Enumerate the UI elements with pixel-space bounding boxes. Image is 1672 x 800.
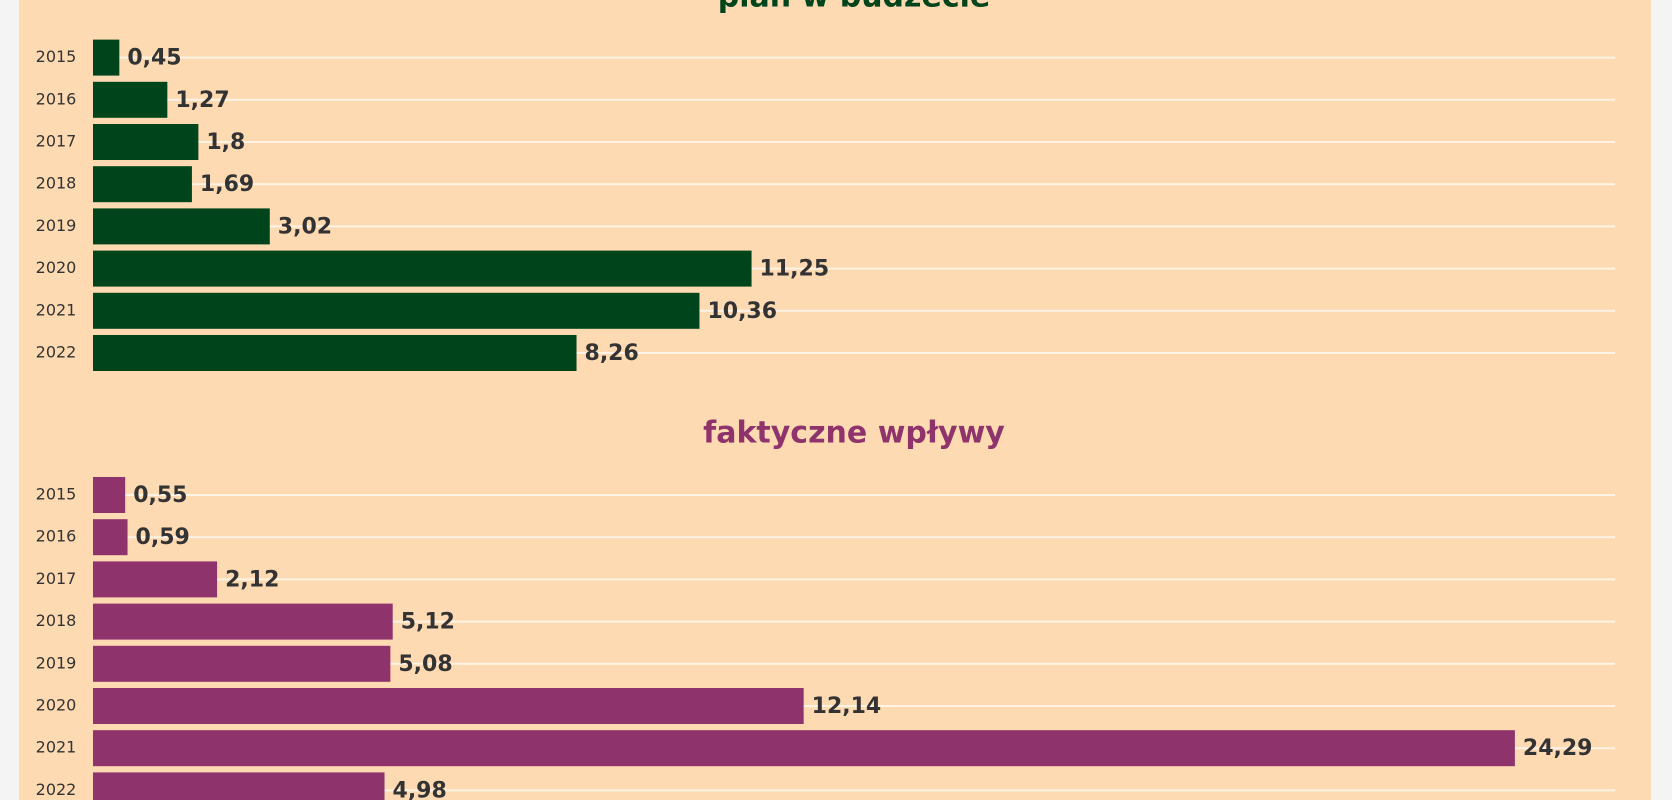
y-tick-label: 2021	[36, 300, 77, 319]
value-label: 1,27	[175, 88, 229, 113]
bar	[93, 603, 393, 640]
value-label: 2,12	[225, 567, 279, 592]
bar	[93, 645, 391, 682]
bar	[93, 292, 700, 329]
value-label: 3,02	[278, 214, 332, 239]
value-label: 8,26	[585, 341, 639, 366]
y-tick-label: 2019	[36, 653, 77, 672]
y-tick-label: 2017	[36, 132, 77, 151]
value-label: 0,59	[136, 525, 190, 550]
y-tick-label: 2015	[36, 485, 77, 504]
bar	[93, 335, 577, 371]
bar	[93, 39, 120, 76]
bar	[93, 561, 218, 598]
value-label: 24,29	[1523, 736, 1593, 761]
y-tick-label: 2020	[36, 258, 77, 277]
value-label: 10,36	[707, 299, 777, 324]
y-tick-label: 2020	[36, 696, 77, 715]
value-label: 0,45	[127, 46, 181, 71]
y-tick-label: 2022	[36, 780, 77, 799]
value-label: 1,69	[200, 172, 254, 197]
bar	[93, 124, 199, 160]
y-tick-label: 2018	[36, 611, 77, 630]
value-label: 11,25	[760, 257, 830, 282]
bar	[93, 208, 270, 245]
value-label: 12,14	[812, 694, 882, 719]
value-label: 5,08	[398, 652, 452, 677]
bar	[93, 688, 804, 724]
chart-title: plan w budżecie	[718, 0, 991, 15]
chart-title: faktyczne wpływy	[703, 416, 1005, 451]
bar	[93, 477, 126, 513]
y-tick-label: 2021	[36, 738, 77, 757]
value-label: 1,8	[206, 130, 245, 155]
y-tick-label: 2022	[36, 343, 77, 362]
y-tick-label: 2015	[36, 47, 77, 66]
bar	[93, 519, 128, 556]
y-tick-label: 2016	[36, 89, 77, 108]
value-label: 5,12	[401, 610, 455, 635]
y-tick-label: 2016	[36, 527, 77, 546]
value-label: 0,55	[133, 483, 187, 508]
y-tick-label: 2018	[36, 174, 77, 193]
y-tick-label: 2019	[36, 216, 77, 235]
bar	[93, 730, 1515, 767]
bar	[93, 81, 168, 118]
bar	[93, 250, 752, 287]
value-label: 4,98	[393, 778, 447, 800]
y-tick-label: 2017	[36, 569, 77, 588]
bar	[93, 166, 192, 203]
bar	[93, 772, 385, 800]
